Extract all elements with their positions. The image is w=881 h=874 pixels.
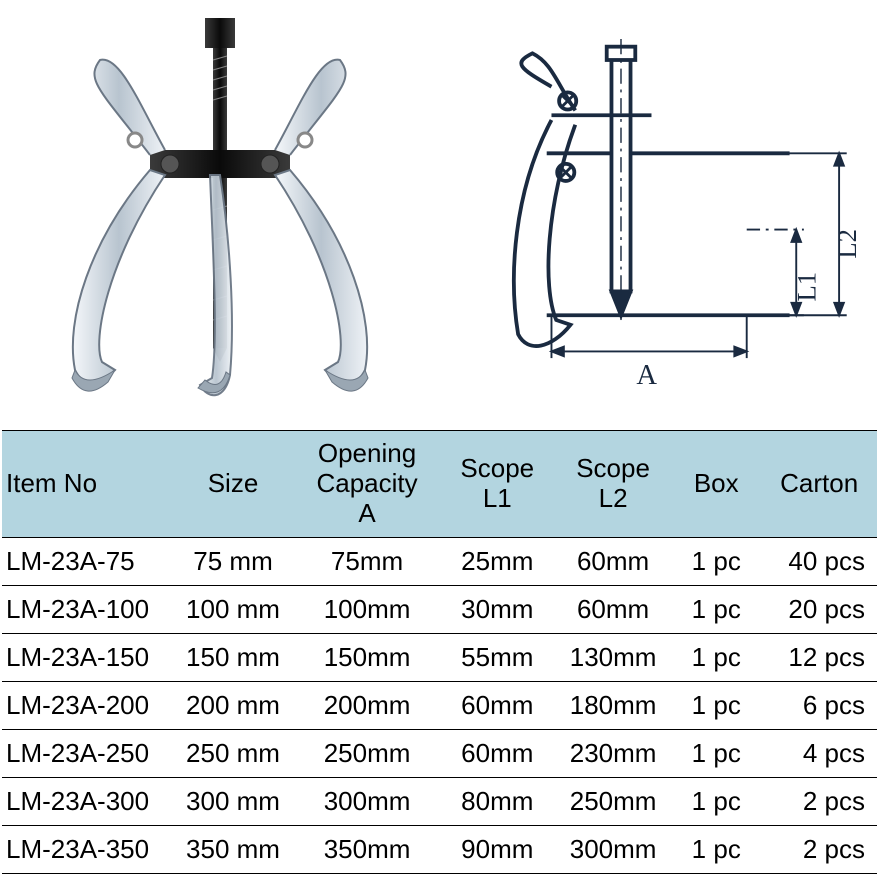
cell-item: LM-23A-75 bbox=[2, 537, 172, 585]
cell-box: 1 pc bbox=[671, 537, 761, 585]
cell-carton: 6 pcs bbox=[761, 681, 877, 729]
dim-label-a: A bbox=[636, 360, 657, 391]
cell-carton: 20 pcs bbox=[761, 585, 877, 633]
col-size: Size bbox=[172, 431, 295, 538]
cell-item: LM-23A-350 bbox=[2, 825, 172, 873]
col-openA: OpeningCapacityA bbox=[294, 431, 439, 538]
cell-box: 1 pc bbox=[671, 729, 761, 777]
table-row: LM-23A-350350 mm350mm90mm300mm1 pc2 pcs bbox=[2, 825, 877, 873]
table-row: LM-23A-7575 mm75mm25mm60mm1 pc40 pcs bbox=[2, 537, 877, 585]
col-item: Item No bbox=[2, 431, 172, 538]
cell-l1: 60mm bbox=[440, 681, 555, 729]
cell-box: 1 pc bbox=[671, 825, 761, 873]
table-row: LM-23A-200200 mm200mm60mm180mm1 pc6 pcs bbox=[2, 681, 877, 729]
cell-l1: 90mm bbox=[440, 825, 555, 873]
cell-openA: 100mm bbox=[294, 585, 439, 633]
cell-l2: 130mm bbox=[555, 633, 671, 681]
cell-carton: 2 pcs bbox=[761, 825, 877, 873]
cell-carton: 12 pcs bbox=[761, 633, 877, 681]
cell-l2: 60mm bbox=[555, 585, 671, 633]
cell-l1: 25mm bbox=[440, 537, 555, 585]
col-carton: Carton bbox=[761, 431, 877, 538]
cell-l2: 230mm bbox=[555, 729, 671, 777]
cell-openA: 75mm bbox=[294, 537, 439, 585]
col-box: Box bbox=[671, 431, 761, 538]
cell-l2: 180mm bbox=[555, 681, 671, 729]
col-l1: ScopeL1 bbox=[440, 431, 555, 538]
cell-carton: 4 pcs bbox=[761, 729, 877, 777]
cell-openA: 300mm bbox=[294, 777, 439, 825]
cell-l2: 60mm bbox=[555, 537, 671, 585]
cell-box: 1 pc bbox=[671, 777, 761, 825]
cell-carton: 40 pcs bbox=[761, 537, 877, 585]
cell-openA: 350mm bbox=[294, 825, 439, 873]
cell-item: LM-23A-300 bbox=[2, 777, 172, 825]
cell-item: LM-23A-100 bbox=[2, 585, 172, 633]
cell-l1: 30mm bbox=[440, 585, 555, 633]
dimension-diagram: A L1 L2 bbox=[461, 20, 861, 420]
table-row: LM-23A-300300 mm300mm80mm250mm1 pc2 pcs bbox=[2, 777, 877, 825]
spec-table: Item NoSizeOpeningCapacityAScopeL1ScopeL… bbox=[2, 430, 877, 874]
cell-item: LM-23A-250 bbox=[2, 729, 172, 777]
table-row: LM-23A-100100 mm100mm30mm60mm1 pc20 pcs bbox=[2, 585, 877, 633]
dim-label-l1: L1 bbox=[791, 272, 821, 302]
cell-box: 1 pc bbox=[671, 633, 761, 681]
cell-item: LM-23A-200 bbox=[2, 681, 172, 729]
cell-openA: 150mm bbox=[294, 633, 439, 681]
figure-area: A L1 L2 bbox=[0, 0, 881, 430]
table-row: LM-23A-250250 mm250mm60mm230mm1 pc4 pcs bbox=[2, 729, 877, 777]
cell-size: 350 mm bbox=[172, 825, 295, 873]
cell-l2: 300mm bbox=[555, 825, 671, 873]
cell-l2: 250mm bbox=[555, 777, 671, 825]
cell-size: 200 mm bbox=[172, 681, 295, 729]
cell-box: 1 pc bbox=[671, 585, 761, 633]
table-row: LM-23A-150150 mm150mm55mm130mm1 pc12 pcs bbox=[2, 633, 877, 681]
cell-openA: 200mm bbox=[294, 681, 439, 729]
cell-item: LM-23A-150 bbox=[2, 633, 172, 681]
product-image bbox=[30, 10, 410, 410]
dim-label-l2: L2 bbox=[832, 229, 861, 259]
cell-size: 150 mm bbox=[172, 633, 295, 681]
cell-openA: 250mm bbox=[294, 729, 439, 777]
cell-l1: 60mm bbox=[440, 729, 555, 777]
cell-size: 75 mm bbox=[172, 537, 295, 585]
cell-l1: 80mm bbox=[440, 777, 555, 825]
cell-size: 300 mm bbox=[172, 777, 295, 825]
spec-table-header-row: Item NoSizeOpeningCapacityAScopeL1ScopeL… bbox=[2, 431, 877, 538]
cell-l1: 55mm bbox=[440, 633, 555, 681]
cell-size: 100 mm bbox=[172, 585, 295, 633]
cell-carton: 2 pcs bbox=[761, 777, 877, 825]
col-l2: ScopeL2 bbox=[555, 431, 671, 538]
cell-size: 250 mm bbox=[172, 729, 295, 777]
cell-box: 1 pc bbox=[671, 681, 761, 729]
